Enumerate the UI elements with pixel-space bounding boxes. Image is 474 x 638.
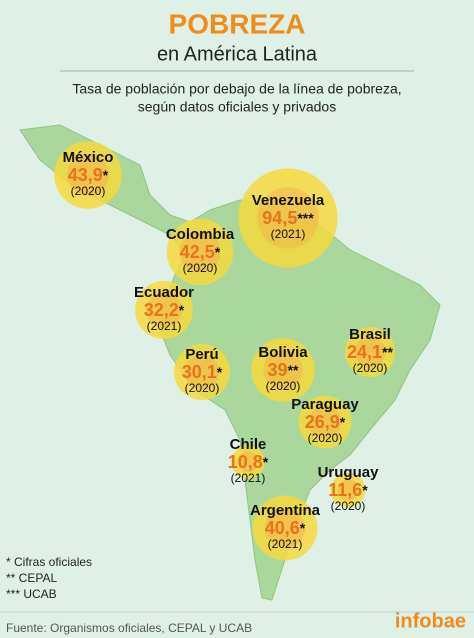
- bubble-core: [257, 187, 319, 249]
- value-label: 10,8: [228, 452, 263, 472]
- source-marker: *: [263, 454, 269, 470]
- country-name: Chile: [230, 436, 267, 453]
- country-name: Bolivia: [258, 344, 308, 361]
- year: (2020): [71, 184, 106, 198]
- value-line: 42,5*: [180, 242, 221, 262]
- country-name: México: [63, 149, 114, 166]
- source-marker: ***: [297, 210, 314, 226]
- bubble-core: [67, 154, 109, 196]
- country-name: Colombia: [166, 226, 235, 243]
- value-line: 40,6*: [265, 518, 306, 538]
- value-line: 39**: [268, 360, 299, 380]
- year: (2020): [331, 499, 366, 513]
- bubble-core: [264, 507, 306, 549]
- country-name: Paraguay: [291, 396, 359, 413]
- year: (2020): [183, 261, 218, 275]
- value-label: 24,1: [347, 342, 382, 362]
- description: Tasa de población por debajo de la línea…: [72, 81, 401, 97]
- value-line: 11,6*: [328, 480, 368, 500]
- year: (2021): [147, 319, 182, 333]
- bubble-core: [337, 479, 359, 501]
- year: (2020): [308, 431, 343, 445]
- value-line: 43,9*: [68, 165, 109, 185]
- note: ** CEPAL: [6, 571, 57, 585]
- country-name: Venezuela: [252, 192, 325, 209]
- note: * Cifras oficiales: [6, 555, 92, 569]
- brand: infobae: [395, 610, 466, 632]
- value-label: 39: [268, 360, 288, 380]
- label-layer: México43,9*(2020)Venezuela94,5***(2021)C…: [63, 149, 394, 551]
- note: *** UCAB: [6, 587, 57, 601]
- description: según datos oficiales y privados: [138, 99, 336, 115]
- source-marker: *: [362, 482, 368, 498]
- value-line: 26,9*: [305, 412, 346, 432]
- value-label: 30,1: [182, 362, 217, 382]
- value-label: 26,9: [305, 412, 340, 432]
- year: (2021): [268, 537, 303, 551]
- source: Fuente: Organismos oficiales, CEPAL y UC…: [6, 621, 252, 635]
- bubble-core: [354, 336, 386, 368]
- country-name: Ecuador: [134, 284, 194, 301]
- value-line: 94,5***: [262, 208, 314, 228]
- source-marker: *: [300, 520, 306, 536]
- value-label: 42,5: [180, 242, 215, 262]
- source-marker: *: [217, 364, 223, 380]
- year: (2020): [353, 361, 388, 375]
- country-name: Perú: [185, 346, 218, 363]
- year: (2020): [266, 379, 301, 393]
- value-label: 32,2: [144, 300, 179, 320]
- year: (2020): [185, 381, 220, 395]
- value-line: 30,1*: [182, 362, 223, 382]
- source-marker: *: [179, 302, 185, 318]
- value-label: 40,6: [265, 518, 300, 538]
- bubble-layer: [54, 141, 396, 561]
- country-name: Brasil: [349, 326, 391, 343]
- bubble-core: [263, 350, 303, 390]
- source-marker: **: [288, 362, 299, 378]
- bubble-core: [308, 405, 342, 439]
- value-line: 24,1**: [347, 342, 393, 362]
- source-marker: *: [215, 244, 221, 260]
- country-name: Argentina: [250, 502, 321, 519]
- value-label: 11,6: [328, 480, 362, 500]
- value-line: 32,2*: [144, 300, 185, 320]
- source-marker: **: [382, 344, 393, 360]
- value-label: 94,5: [262, 208, 297, 228]
- year: (2021): [271, 227, 306, 241]
- value-line: 10,8*: [228, 452, 269, 472]
- value-label: 43,9: [68, 165, 103, 185]
- year: (2021): [231, 471, 266, 485]
- bubble-core: [184, 354, 220, 390]
- bubble-core: [237, 451, 259, 473]
- bubble-core: [146, 292, 182, 328]
- source-marker: *: [103, 167, 109, 183]
- source-marker: *: [340, 414, 346, 430]
- country-name: Uruguay: [318, 464, 380, 481]
- subtitle: en América Latina: [157, 43, 318, 65]
- bubble-core: [179, 231, 221, 273]
- title: POBREZA: [169, 8, 306, 39]
